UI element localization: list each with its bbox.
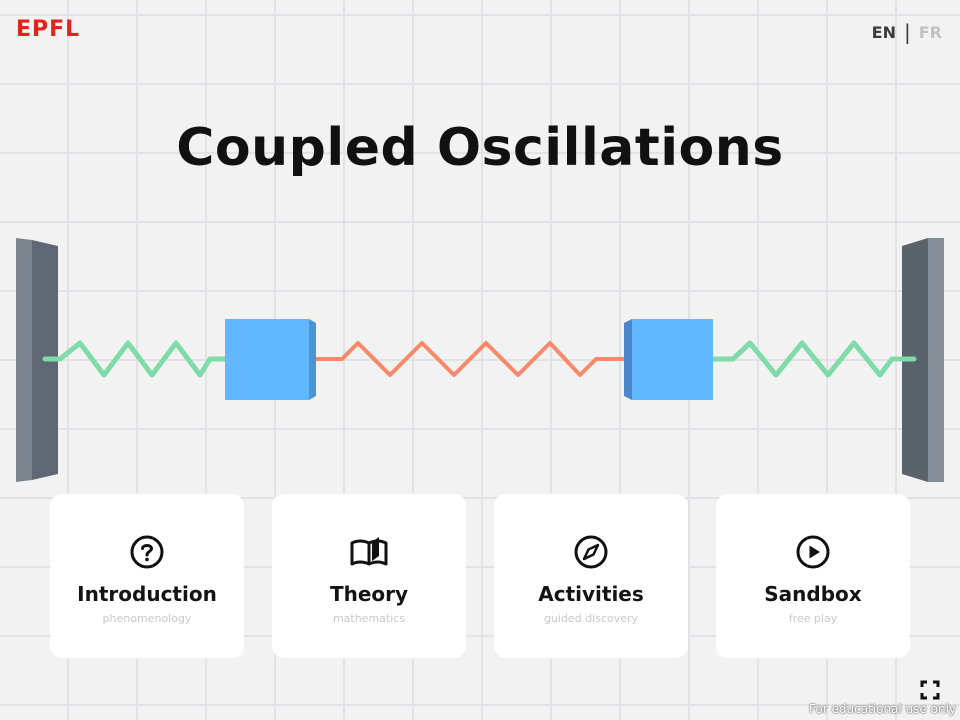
footer-disclaimer: For educational use only [808,702,956,716]
card-label: Sandbox [764,582,862,606]
lang-fr-button[interactable]: FR [918,22,942,42]
open-book-icon [350,537,388,566]
card-subtitle: phenomenology [102,612,192,625]
middle-spring [312,341,626,377]
card-sandbox[interactable]: Sandbox free play [716,494,910,658]
card-introduction[interactable]: Introduction phenomenology [50,494,244,658]
card-theory[interactable]: Theory mathematics [272,494,466,658]
question-circle-icon [130,535,164,569]
compass-icon [574,535,608,569]
card-label: Theory [329,582,409,606]
card-label: Activities [538,582,644,606]
card-subtitle: guided discovery [543,612,639,625]
card-subtitle: mathematics [332,612,406,625]
card-activities[interactable]: Activities guided discovery [494,494,688,658]
lang-en-button[interactable]: EN [871,22,896,42]
language-switcher: EN | FR [872,20,942,44]
play-circle-icon [796,535,830,569]
card-label: Introduction [77,582,217,606]
page-title: Coupled Oscillations [176,118,784,178]
left-spring [42,340,228,378]
lang-separator: | [904,20,911,44]
left-block [225,319,316,400]
oscillator-illustration [16,238,944,482]
epfl-logo: EPFL [16,17,81,42]
fullscreen-icon[interactable] [920,680,940,700]
right-block [624,319,713,400]
right-spring [710,340,917,378]
menu-cards: Introduction phenomenology Theory mathem… [50,494,910,658]
card-subtitle: free play [788,612,838,625]
